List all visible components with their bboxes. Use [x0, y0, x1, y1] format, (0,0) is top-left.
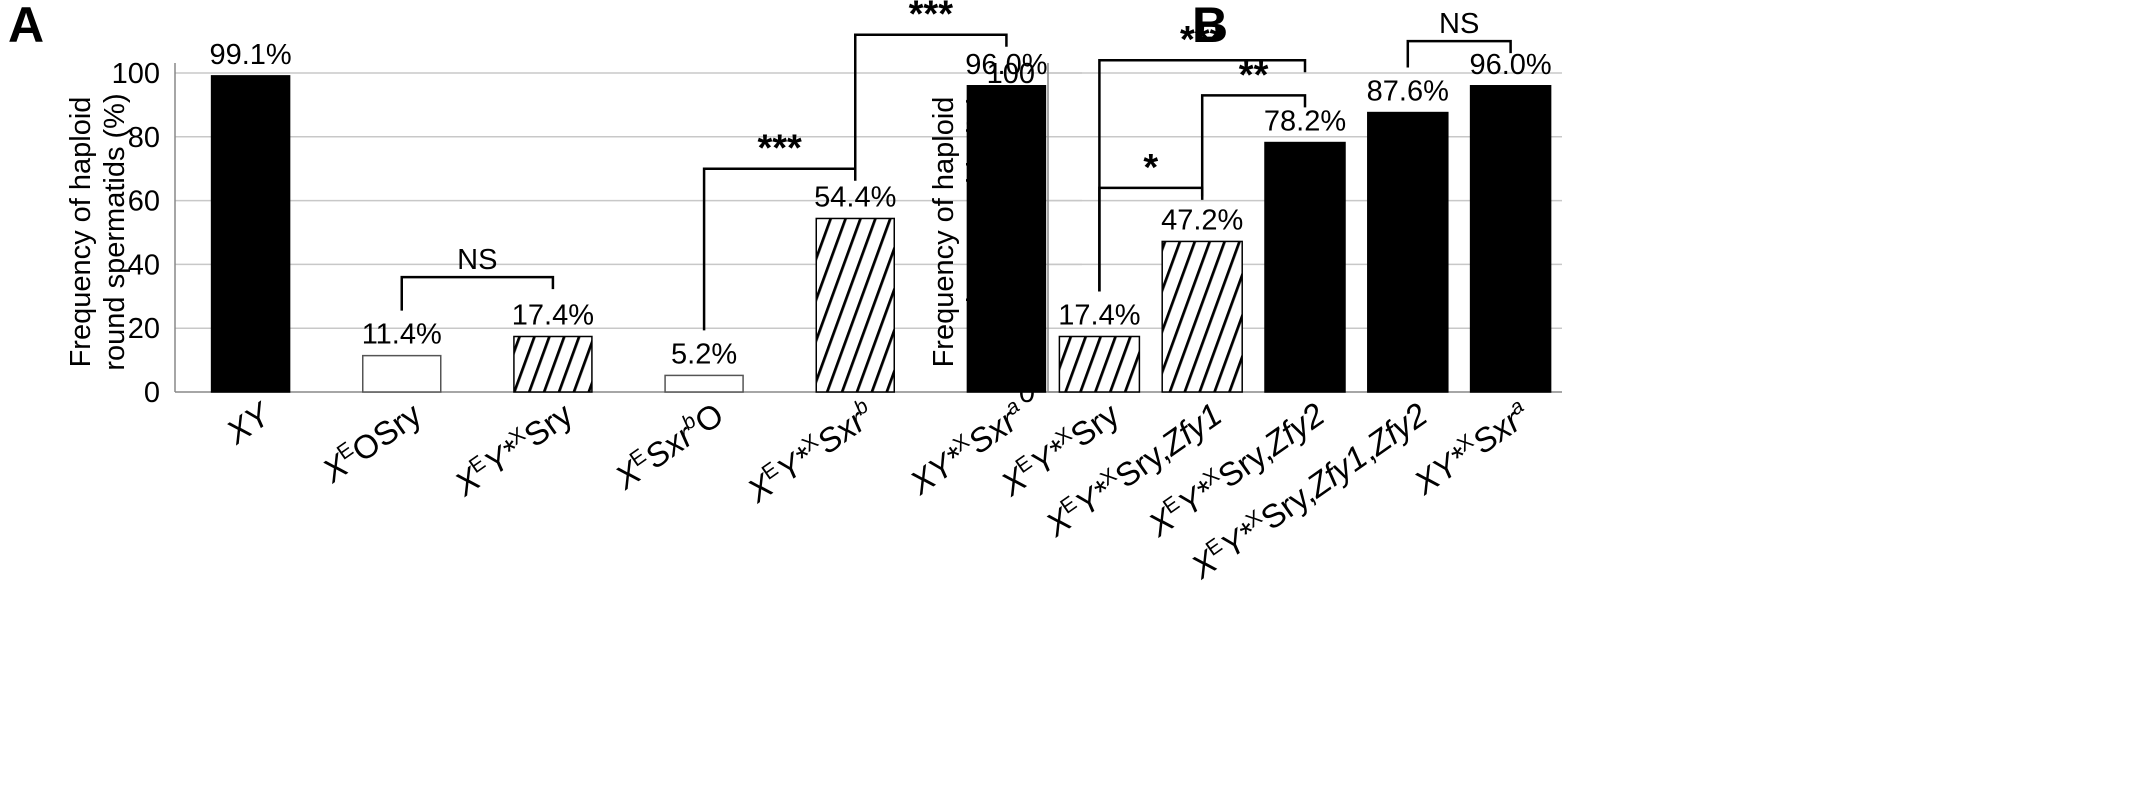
category-label: XEY*XSry — [446, 394, 579, 503]
panel-b-category-labels: XEY*XSryXEY*XSry,Zfy1XEY*XSry,Zfy2XEY*XS… — [993, 395, 1537, 587]
significance-bracket: *** — [702, 128, 857, 331]
panel-b-significance: ****** NS — [1098, 8, 1512, 292]
bar-value-label: 99.1% — [209, 39, 291, 71]
y-tick-label: 20 — [1003, 313, 1035, 345]
bar — [1264, 141, 1346, 393]
bar-value-label: 17.4% — [1058, 299, 1140, 331]
bar-value-label: 17.4% — [512, 299, 594, 331]
panel-a-value-labels: 99.1% 11.4% 17.4% 5.2% 54.4% 96.0% — [209, 39, 1047, 371]
bar-value-label: 47.2% — [1161, 204, 1243, 236]
bar — [815, 217, 895, 393]
y-tick-label: 80 — [1003, 122, 1035, 154]
panel-b-y-axis-label: Frequency of haploidround spermatids (%) — [928, 93, 994, 370]
significance-label: NS — [1439, 8, 1479, 40]
y-axis-label-text: Frequency of haploidround spermatids (%) — [928, 93, 994, 370]
panel-b-y-ticks: 0 20 40 60 80 100 — [987, 58, 1035, 409]
panel-a-significance: NS *** *** — [400, 0, 1008, 331]
y-tick-label: 0 — [1019, 377, 1035, 409]
y-tick-label: 20 — [128, 313, 160, 345]
bar — [210, 75, 291, 393]
category-label: XESxrbO — [607, 395, 730, 497]
bar-value-label: 78.2% — [1264, 106, 1346, 138]
bar — [513, 335, 593, 393]
bar — [1367, 111, 1449, 393]
bar-value-label: 96.0% — [1469, 49, 1551, 81]
y-tick-label: 0 — [144, 377, 160, 409]
bar — [1058, 335, 1141, 393]
panel-letter-a: A — [8, 0, 44, 53]
significance-label: *** — [909, 0, 954, 36]
y-tick-label: 100 — [987, 58, 1035, 90]
category-label: XY*XSxra — [1406, 395, 1537, 502]
category-label: XY — [218, 394, 278, 451]
panel-a: A Frequency of haploidround spermatids (… — [8, 0, 1082, 510]
bar-value-label: 87.6% — [1367, 76, 1449, 108]
panel-a-grid — [174, 63, 1082, 393]
y-tick-label: 60 — [1003, 186, 1035, 218]
panel-a-bars — [210, 75, 1047, 393]
bar-value-label: 11.4% — [362, 319, 442, 351]
significance-bracket: *** — [1098, 19, 1307, 292]
significance-label: NS — [457, 244, 497, 276]
panel-b-value-labels: 17.4% 47.2% 78.2% 87.6% 96.0% — [1058, 49, 1551, 332]
bar-value-label: 5.2% — [671, 338, 737, 370]
bar — [664, 374, 744, 393]
significance-bracket: NS — [400, 244, 555, 311]
significance-label: *** — [1180, 19, 1225, 61]
category-label: XEY*XSry,Zfy1,Zfy2 — [1183, 395, 1434, 587]
bar-value-label: 54.4% — [814, 181, 896, 213]
category-label: XEY*XSry,Zfy1 — [1037, 395, 1228, 544]
panel-a-y-ticks: 0 20 40 60 80 100 — [112, 58, 160, 409]
significance-label: *** — [757, 128, 802, 170]
y-tick-label: 40 — [1003, 249, 1035, 281]
panel-letter-b: B — [1192, 0, 1228, 53]
bar-value-label: 96.0% — [965, 49, 1047, 81]
y-tick-label: 80 — [128, 122, 160, 154]
category-label: XEOSry — [314, 394, 428, 490]
bar — [362, 354, 442, 393]
bar — [966, 85, 1047, 393]
category-label: XEY*XSxrb — [739, 394, 882, 510]
significance-bracket: *** — [854, 0, 1008, 174]
y-axis-label-text: Frequency of haploidround spermatids (%) — [65, 93, 131, 370]
panel-b-bars — [1058, 85, 1552, 393]
panel-a-y-axis-label: Frequency of haploidround spermatids (%) — [65, 93, 131, 370]
significance-label: * — [1143, 147, 1158, 189]
y-tick-label: 40 — [128, 249, 160, 281]
bar — [1469, 85, 1552, 393]
significance-bracket: NS — [1406, 8, 1512, 68]
bar — [1161, 240, 1243, 393]
y-tick-label: 60 — [128, 186, 160, 218]
y-tick-label: 100 — [112, 58, 160, 90]
